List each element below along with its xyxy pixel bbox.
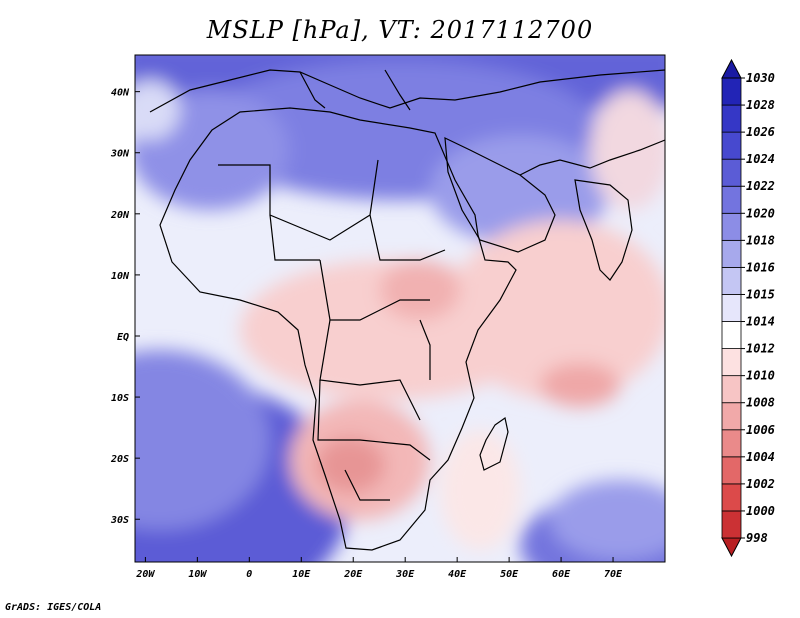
colorbar-box [721, 321, 742, 349]
x-tick-label: 10E [292, 569, 311, 580]
colorbar-box [721, 267, 742, 295]
x-tick-label: 30E [395, 569, 415, 580]
y-tick-label: 30S [110, 515, 129, 526]
y-tick-label: 20S [110, 454, 129, 465]
colorbar-label: 1016 [746, 260, 775, 274]
x-tick-label: 20W [135, 569, 155, 580]
y-tick-label: 10S [111, 393, 129, 404]
colorbar: 998 1000 1002 1004 1006 1008 1010 1012 1014 1015 1… [721, 58, 775, 558]
colorbar-box [721, 375, 742, 404]
plot-frame [134, 54, 666, 563]
colorbar-label: 1002 [746, 477, 775, 491]
colorbar-label: 1018 [746, 233, 775, 247]
colorbar-label: 1028 [746, 98, 775, 112]
credit-label: GrADS: IGES/COLA [5, 602, 102, 613]
y-tick-label: 30N [110, 149, 130, 160]
colorbar-label: 1012 [746, 342, 775, 356]
x-tick-label: 10W [188, 569, 207, 580]
colorbar-box [721, 456, 742, 485]
chart-title: MSLP [hPa], VT: 2017112700 [206, 16, 594, 44]
y-tick-label: 40N [111, 88, 130, 99]
colorbar-label: 1004 [746, 450, 775, 464]
colorbar-label: 1006 [746, 423, 775, 437]
colorbar-label: 1008 [746, 396, 775, 410]
colorbar-label: 1026 [746, 125, 775, 139]
colorbar-low-arrow [721, 537, 742, 558]
x-tick-label: 70E [604, 569, 623, 580]
x-tick-label: 50E [500, 569, 519, 580]
colorbar-box [721, 77, 742, 106]
colorbar-label: 1000 [746, 504, 775, 518]
colorbar-box [721, 239, 742, 268]
colorbar-high-arrow [721, 58, 742, 79]
pressure-field [135, 55, 665, 562]
x-tick-label: 20E [343, 569, 363, 580]
y-tick-label: 20N [110, 210, 130, 221]
x-tick-label: 40E [448, 569, 467, 580]
coastlines [149, 69, 665, 551]
colorbar-box [721, 158, 742, 187]
colorbar-label: 1024 [746, 152, 775, 166]
y-tick-label: 10N [111, 271, 130, 282]
colorbar-label: 1010 [746, 369, 775, 383]
colorbar-box [721, 212, 742, 241]
colorbar-box [721, 104, 742, 133]
colorbar-label: 1020 [746, 206, 775, 220]
colorbar-box [721, 510, 742, 539]
x-tick-label: 0 [246, 569, 252, 580]
colorbar-label: 1030 [746, 71, 775, 85]
colorbar-box [721, 483, 742, 512]
y-tick-label: EQ [117, 332, 129, 343]
colorbar-box [721, 294, 742, 322]
colorbar-label: 1014 [746, 315, 775, 329]
colorbar-box [721, 185, 742, 214]
colorbar-label: 1015 [746, 287, 775, 301]
colorbar-label: 1022 [746, 179, 775, 193]
colorbar-box [721, 348, 742, 377]
x-axis: 20W 10W 0 10E 20E 30E 40E 50E 60E 70E [135, 557, 623, 580]
y-axis: 40N 30N 20N 10N EQ 10S 20S 30S [110, 88, 140, 526]
colorbar-box [721, 429, 742, 458]
colorbar-box [721, 402, 742, 431]
colorbar-label: 998 [746, 531, 768, 545]
colorbar-box [721, 131, 742, 160]
x-tick-label: 60E [552, 569, 571, 580]
